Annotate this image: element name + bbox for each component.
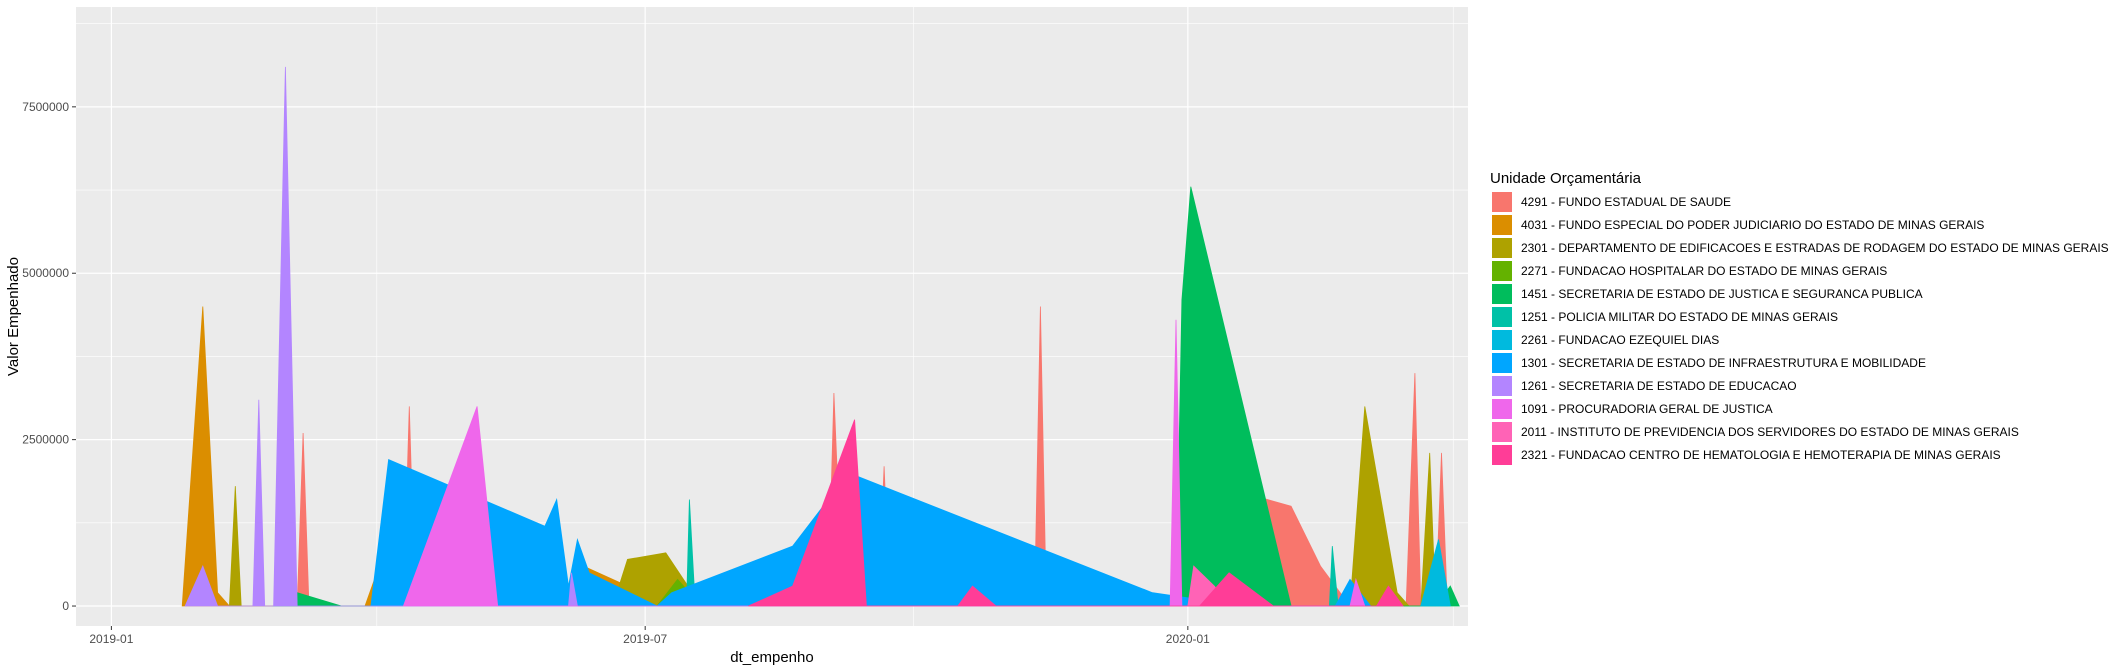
- legend-title: Unidade Orçamentária: [1490, 170, 1642, 187]
- legend-swatch: [1492, 330, 1512, 350]
- legend-swatch: [1492, 353, 1512, 373]
- legend-swatch: [1492, 422, 1512, 442]
- legend-item-label: 2301 - DEPARTAMENTO DE EDIFICACOES E EST…: [1521, 241, 2109, 255]
- legend-swatch: [1492, 376, 1512, 396]
- legend-item-label: 1251 - POLICIA MILITAR DO ESTADO DE MINA…: [1521, 310, 1838, 324]
- y-tick-label: 7500000: [22, 100, 69, 114]
- legend-item-label: 2261 - FUNDACAO EZEQUIEL DIAS: [1521, 333, 1719, 347]
- legend-swatch: [1492, 261, 1512, 281]
- legend-item-label: 4031 - FUNDO ESPECIAL DO PODER JUDICIARI…: [1521, 218, 1984, 232]
- y-tick-label: 2500000: [22, 433, 69, 447]
- legend-swatch: [1492, 445, 1512, 465]
- series-area-6: [1420, 539, 1451, 607]
- legend-item-label: 2271 - FUNDACAO HOSPITALAR DO ESTADO DE …: [1521, 264, 1887, 278]
- series-area-7: [370, 459, 1372, 607]
- legend-swatch: [1492, 215, 1512, 235]
- x-axis-title: dt_empenho: [730, 649, 813, 666]
- legend-item-label: 1091 - PROCURADORIA GERAL DE JUSTICA: [1521, 402, 1773, 416]
- x-tick-label: 2019-01: [89, 632, 133, 646]
- y-tick-label: 0: [62, 599, 69, 613]
- legend-item-label: 1261 - SECRETARIA DE ESTADO DE EDUCACAO: [1521, 379, 1797, 393]
- legend-item-label: 2011 - INSTITUTO DE PREVIDENCIA DOS SERV…: [1521, 425, 2019, 439]
- legend-item-label: 1301 - SECRETARIA DE ESTADO DE INFRAESTR…: [1521, 356, 1926, 370]
- x-tick-label: 2019-07: [623, 632, 667, 646]
- y-axis-title: Valor Empenhado: [5, 257, 22, 376]
- x-tick-label: 2020-01: [1166, 632, 1210, 646]
- legend-swatch: [1492, 284, 1512, 304]
- legend-item-label: 4291 - FUNDO ESTADUAL DE SAUDE: [1521, 195, 1731, 209]
- series-area-11: [748, 419, 1404, 607]
- series-area-9: [402, 319, 1366, 607]
- legend-swatch: [1492, 399, 1512, 419]
- series-area-4: [272, 186, 1460, 607]
- legend-swatch: [1492, 192, 1512, 212]
- axes: 0 2500000 5000000 7500000 2019-01 2019-07 2020…: [22, 100, 1210, 646]
- legend-swatch: [1492, 238, 1512, 258]
- legend-item-label: 2321 - FUNDACAO CENTRO DE HEMATOLOGIA E …: [1521, 448, 2001, 462]
- legend-swatch: [1492, 307, 1512, 327]
- legend-item-label: 1451 - SECRETARIA DE ESTADO DE JUSTICA E…: [1521, 287, 1923, 301]
- series-areas: [181, 66, 1460, 607]
- legend: Unidade Orçamentária 4291 - FUNDO ESTADU…: [1490, 170, 2109, 465]
- series-area-8: [184, 66, 578, 607]
- y-tick-label: 5000000: [22, 266, 69, 280]
